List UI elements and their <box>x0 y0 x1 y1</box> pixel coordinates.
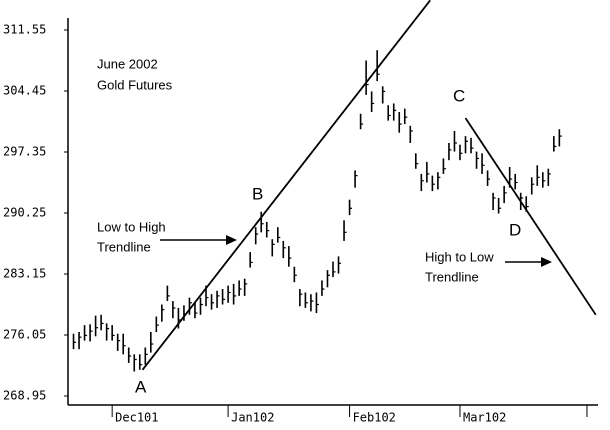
x-tick-label: Dec101 <box>115 411 158 425</box>
annotation: A <box>135 377 147 396</box>
y-tick-label: 283.15 <box>3 267 46 281</box>
annotation: B <box>252 184 263 203</box>
annotation: June 2002 <box>97 56 158 71</box>
trendline <box>141 0 431 371</box>
annotation: Trendline <box>97 239 151 254</box>
y-tick-label: 290.25 <box>3 206 46 220</box>
annotation: Low to High <box>97 219 166 234</box>
annotation: D <box>509 220 521 239</box>
x-tick-label: Jan102 <box>231 411 274 425</box>
arrow <box>160 235 237 245</box>
trendline <box>464 117 597 316</box>
annotation: Gold Futures <box>97 77 173 92</box>
annotation: C <box>453 86 465 105</box>
annotation: High to Low <box>425 249 494 264</box>
y-tick-label: 276.05 <box>3 328 46 342</box>
arrow <box>505 257 552 267</box>
y-tick-label: 268.95 <box>3 389 46 403</box>
annotation: Trendline <box>425 269 479 284</box>
x-tick-label: Feb102 <box>353 411 396 425</box>
x-tick-label: Mar102 <box>463 411 506 425</box>
y-tick-label: 297.35 <box>3 145 46 159</box>
y-tick-label: 311.55 <box>3 23 46 37</box>
y-tick-label: 304.45 <box>3 84 46 98</box>
